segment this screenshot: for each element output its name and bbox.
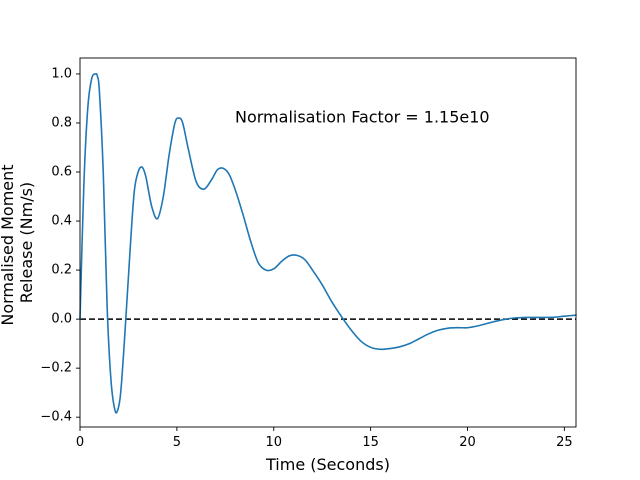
plot-frame [79,57,577,428]
y-axis-label-line-2: Release (Nm/s) [17,182,36,303]
x-tick-label: 25 [556,435,573,450]
y-tick-label: 0.2 [51,263,72,278]
y-tick-label: 1.0 [51,66,72,81]
y-axis: −0.4 −0.2 0.0 0.2 0.4 0.6 0.8 1.0 [40,66,80,425]
y-tick-label: −0.4 [40,410,72,425]
y-tick-label: 0.4 [51,214,72,229]
y-tick-label: 0.8 [51,115,72,130]
x-tick-label: 5 [173,435,181,450]
x-axis: 0 5 10 15 20 25 [76,427,573,450]
y-axis-label: Normalised Moment Release (Nm/s) [0,159,36,325]
x-axis-label: Time (Seconds) [265,455,390,474]
y-tick-label: 0.6 [51,165,72,180]
normalisation-factor-annotation: Normalisation Factor = 1.15e10 [235,108,490,127]
x-tick-label: 10 [265,435,282,450]
x-tick-label: 15 [362,435,379,450]
y-axis-label-line-1: Normalised Moment [0,164,17,325]
moment-release-line [79,72,577,414]
x-tick-label: 20 [459,435,476,450]
x-tick-label: 0 [76,435,84,450]
y-tick-label: −0.2 [40,361,72,376]
y-tick-label: 0.0 [51,312,72,327]
